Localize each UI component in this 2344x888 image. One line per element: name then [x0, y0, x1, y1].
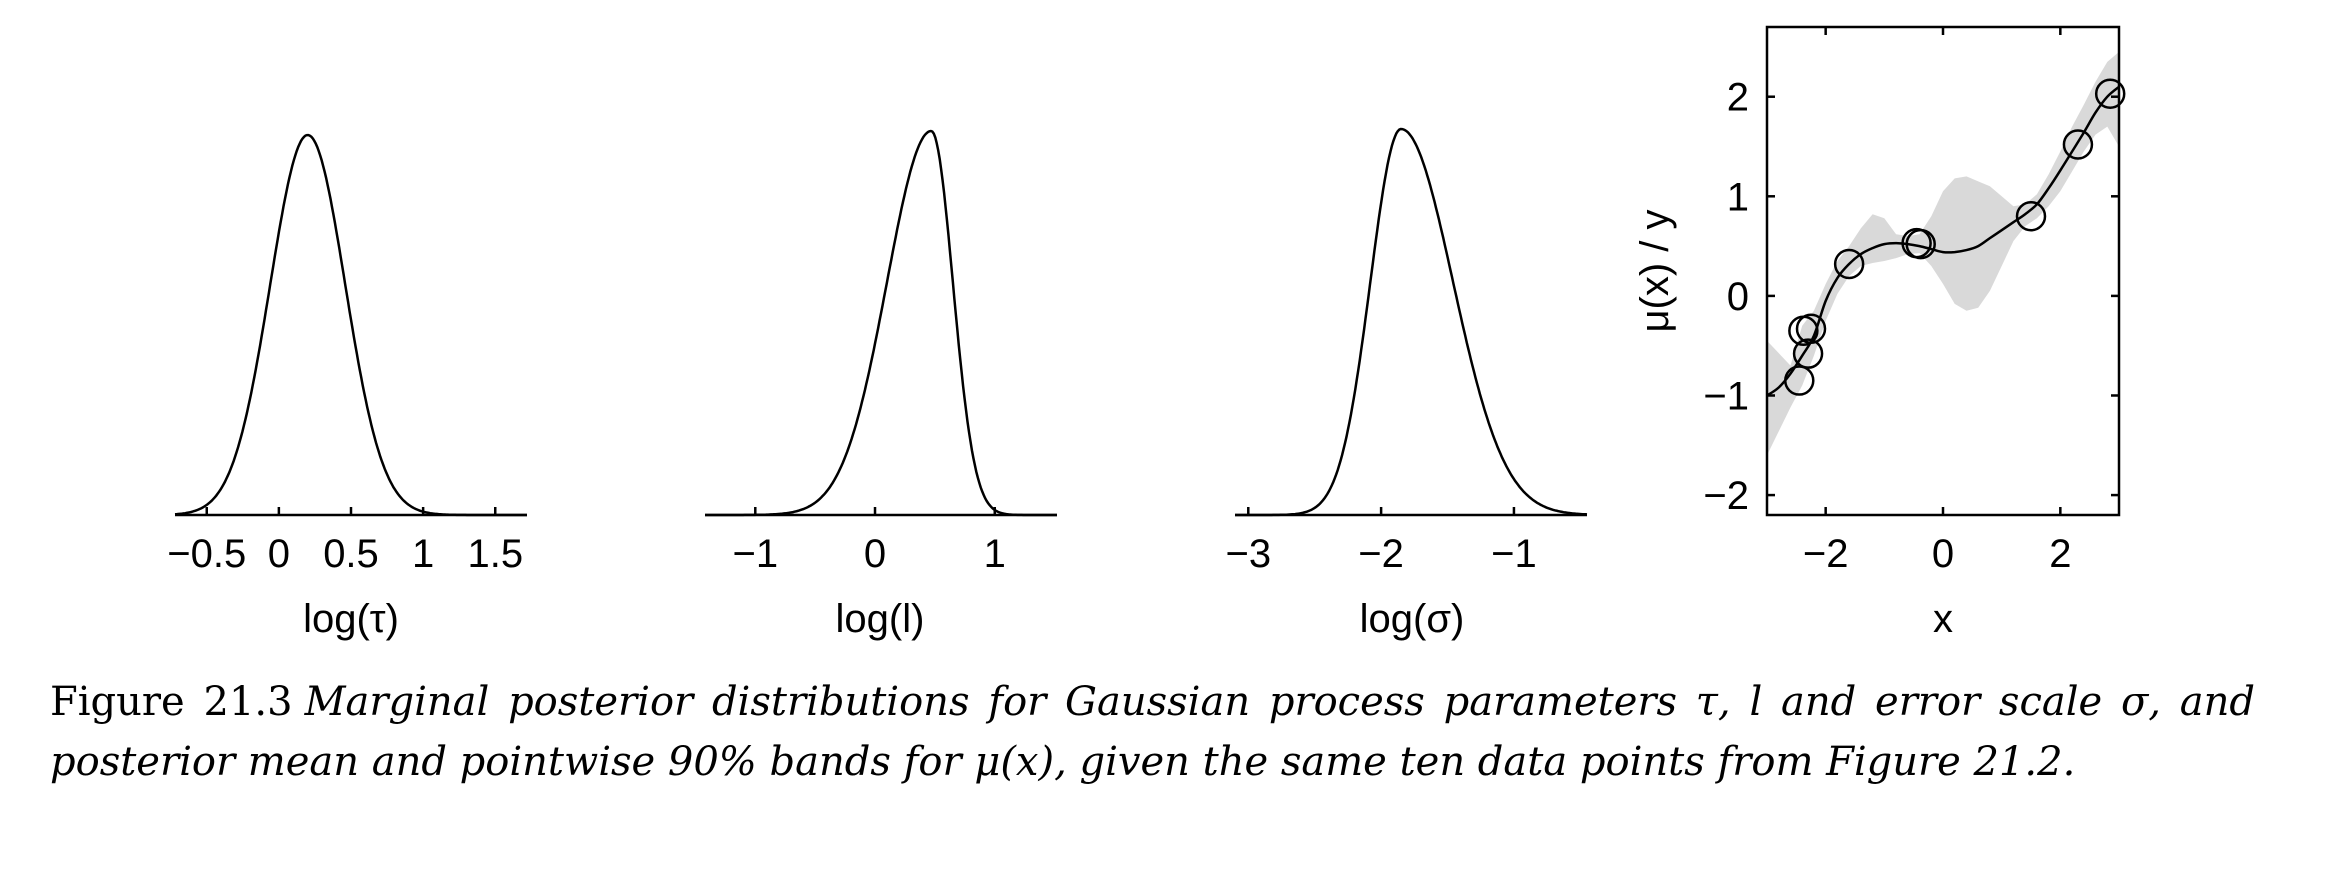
x-axis-label: log(τ) [303, 597, 399, 641]
caption-number: Figure 21.3 [50, 679, 293, 725]
data-point [1792, 338, 1824, 369]
panel-log-l: −1 0 1 log(l) [705, 129, 1057, 641]
x-tick-label: 1 [412, 532, 434, 576]
density-curve [174, 133, 527, 517]
x-tick-label: −1 [732, 532, 778, 576]
density-curve [705, 129, 1057, 517]
x-tick-label: 1 [984, 532, 1006, 576]
data-point [1784, 365, 1815, 396]
data-point [1795, 313, 1827, 345]
x-tick-label: 0 [1932, 532, 1954, 576]
y-tick-label: 1 [1727, 175, 1749, 219]
panel-gp-mean: −2 0 2 −2 −1 0 1 2 x μ(x) / y [1633, 25, 2126, 641]
data-point [1905, 228, 1936, 260]
x-tick-label: −1 [1491, 532, 1537, 576]
data-point [2062, 129, 2094, 160]
figure: −0.5 0 0.5 1 1.5 log(τ) −1 0 1 log(l) −3 −2 −1 l… [167, 25, 2126, 641]
x-ticks: −0.5 0 0.5 1 1.5 [167, 507, 523, 576]
figure-caption: Figure 21.3 Marginal posterior distributi… [50, 672, 2255, 792]
y-tick-label: 2 [1727, 76, 1749, 120]
x-tick-label: −0.5 [167, 532, 246, 576]
posterior-band [1767, 51, 2119, 456]
data-point [2015, 200, 2047, 232]
x-tick-label: 2 [2049, 532, 2071, 576]
y-ticks: −2 −1 0 1 2 [1703, 76, 2119, 518]
x-tick-label: 0.5 [323, 532, 379, 576]
data-point [2094, 78, 2126, 109]
y-axis-label: μ(x) / y [1633, 209, 1677, 332]
y-tick-label: −2 [1703, 474, 1749, 518]
y-tick-label: −1 [1703, 374, 1749, 418]
x-axis-label: log(σ) [1360, 597, 1465, 641]
x-axis-label: log(l) [836, 597, 925, 641]
x-tick-label: −2 [1803, 532, 1849, 576]
posterior-mean-line [1766, 85, 2120, 397]
x-axis-label: x [1933, 597, 1953, 641]
density-curve [1235, 127, 1588, 517]
panel-log-tau: −0.5 0 0.5 1 1.5 log(τ) [167, 133, 527, 641]
x-ticks: −1 0 1 [732, 507, 1006, 576]
x-tick-label: 0 [268, 532, 290, 576]
x-tick-label: −3 [1225, 532, 1271, 576]
data-points [1784, 78, 2126, 396]
x-tick-label: 1.5 [467, 532, 523, 576]
caption-text: Marginal posterior distributions for Gau… [50, 679, 2255, 785]
panel-log-sigma: −3 −2 −1 log(σ) [1225, 127, 1588, 641]
x-tick-label: 0 [864, 532, 886, 576]
x-tick-label: −2 [1358, 532, 1404, 576]
y-tick-label: 0 [1727, 275, 1749, 319]
x-ticks: −3 −2 −1 [1225, 507, 1537, 576]
x-ticks: −2 0 2 [1803, 27, 2071, 576]
data-point [1833, 248, 1865, 280]
